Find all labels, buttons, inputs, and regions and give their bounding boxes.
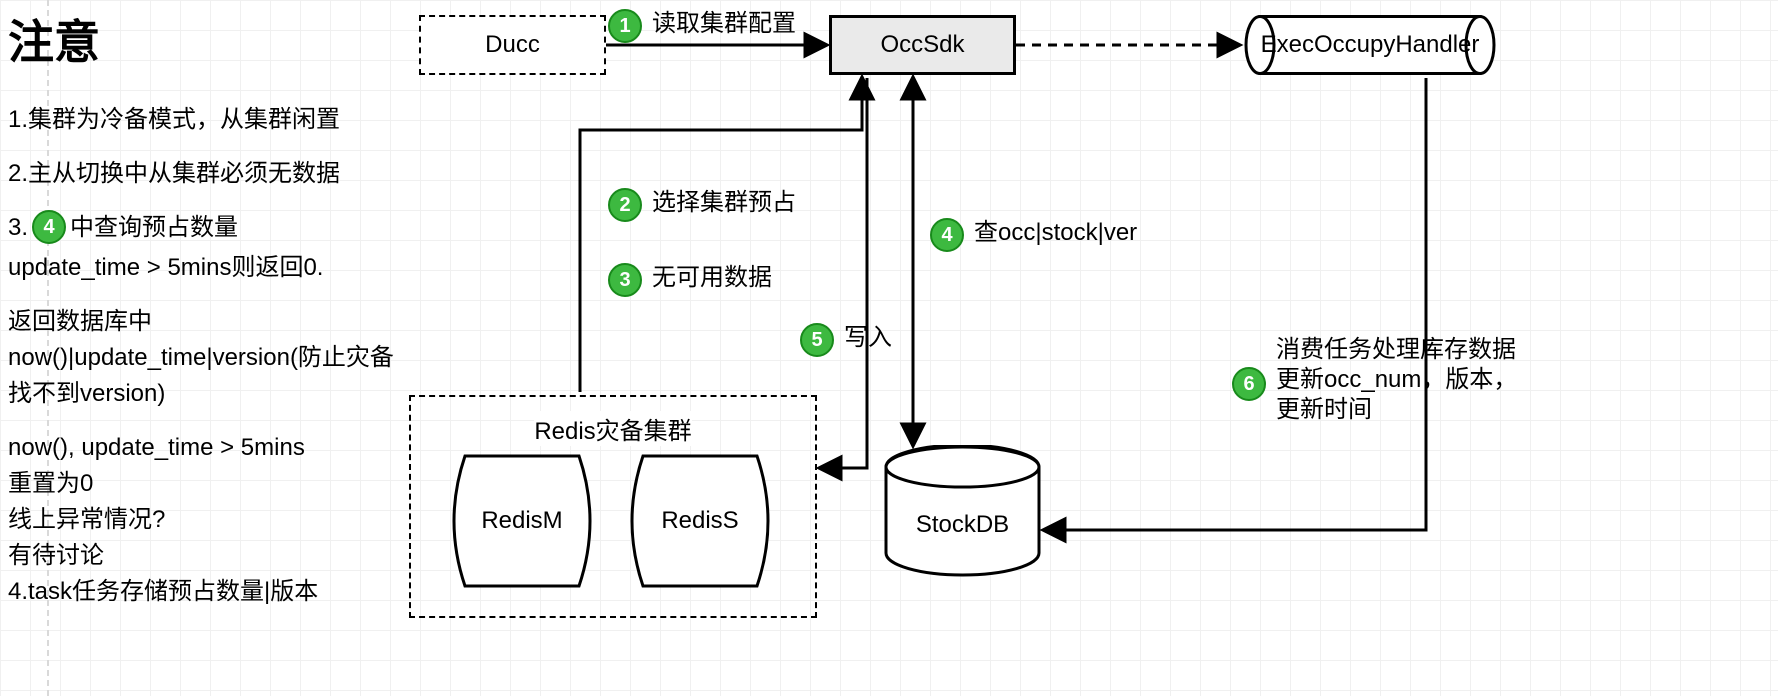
step-5: 5 写入 xyxy=(800,323,892,357)
step-2-text: 选择集群预占 xyxy=(652,188,796,218)
notes-title: 注意 xyxy=(8,6,398,72)
note3-prefix: 3. xyxy=(8,210,28,246)
node-redism-label: RedisM xyxy=(481,507,562,535)
badge-icon: 3 xyxy=(608,263,642,297)
step-1: 1 读取集群配置 xyxy=(608,9,796,43)
notes-panel: 注意 1.集群为冷备模式，从集群闲置 2.主从切换中从集群必须无数据 3. 4 … xyxy=(8,6,398,628)
node-handler-label-wrap: ExecOccupyHandler xyxy=(1244,15,1496,75)
badge-icon: 2 xyxy=(608,188,642,222)
node-occsdk-label: OccSdk xyxy=(880,31,964,59)
note-line-2: 2.主从切换中从集群必须无数据 xyxy=(8,156,398,192)
badge-icon: 4 xyxy=(32,210,66,244)
step-1-text: 读取集群配置 xyxy=(652,9,796,39)
note-line-4: 返回数据库中 now()|update_time|version(防止灾备找不到… xyxy=(8,304,398,412)
node-rediss-label: RedisS xyxy=(661,507,738,535)
step-6-text: 消费任务处理库存数据 更新occ_num，版本， 更新时间 xyxy=(1276,335,1517,425)
node-ducc-label: Ducc xyxy=(485,31,540,59)
note3-suffix: 中查询预占数量 xyxy=(70,210,238,246)
node-redism-label-wrap: RedisM xyxy=(441,454,603,588)
node-handler-label: ExecOccupyHandler xyxy=(1261,31,1480,59)
step-5-text: 写入 xyxy=(844,323,892,353)
node-stockdb-label-wrap: StockDB xyxy=(884,485,1041,565)
badge-icon: 6 xyxy=(1232,367,1266,401)
node-ducc: Ducc xyxy=(419,15,606,75)
step-4-text: 查occ|stock|ver xyxy=(974,218,1137,248)
badge-icon: 5 xyxy=(800,323,834,357)
note-line-1: 1.集群为冷备模式，从集群闲置 xyxy=(8,102,398,138)
badge-icon: 4 xyxy=(930,218,964,252)
node-redis-group-label: Redis灾备集群 xyxy=(534,411,691,446)
step-2: 2 选择集群预占 xyxy=(608,188,796,222)
step-3-text: 无可用数据 xyxy=(652,263,772,293)
diagram-canvas: 注意 1.集群为冷备模式，从集群闲置 2.主从切换中从集群必须无数据 3. 4 … xyxy=(0,0,1778,696)
node-stockdb-label: StockDB xyxy=(916,511,1009,539)
step-6: 6 消费任务处理库存数据 更新occ_num，版本， 更新时间 xyxy=(1232,335,1517,425)
note-line-5: now(), update_time > 5mins 重置为0 线上异常情况? … xyxy=(8,430,398,610)
node-occsdk: OccSdk xyxy=(829,15,1016,75)
step-3: 3 无可用数据 xyxy=(608,263,772,297)
node-rediss-label-wrap: RedisS xyxy=(619,454,781,588)
badge-icon: 1 xyxy=(608,9,642,43)
step-4: 4 查occ|stock|ver xyxy=(930,218,1137,252)
note-line-3: 3. 4 中查询预占数量 xyxy=(8,210,398,246)
edge-e3 xyxy=(820,78,867,468)
edge-e6 xyxy=(1044,78,1426,530)
note-line-3b: update_time > 5mins则返回0. xyxy=(8,250,398,286)
